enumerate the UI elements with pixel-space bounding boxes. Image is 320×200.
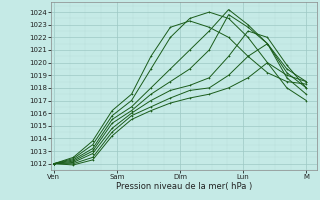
X-axis label: Pression niveau de la mer( hPa ): Pression niveau de la mer( hPa ) bbox=[116, 182, 252, 191]
